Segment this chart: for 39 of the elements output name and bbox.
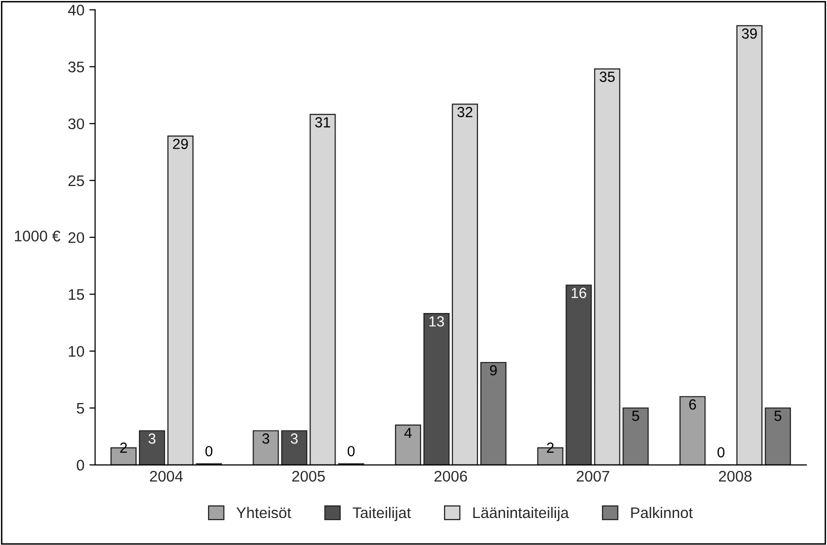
data-label: 0: [205, 446, 212, 456]
legend-label: Palkinnot: [631, 506, 693, 518]
data-label: 39: [742, 28, 757, 39]
data-label: 3: [290, 433, 298, 444]
data-label: 0: [348, 446, 355, 456]
data-label: 29: [173, 138, 188, 150]
x-tick-label: 2008: [718, 470, 752, 482]
y-tick-label: 30: [68, 118, 84, 130]
data-label: 16: [572, 288, 586, 298]
data-label: 4: [404, 428, 412, 438]
y-tick-label: 5: [76, 403, 84, 414]
legend-label: Yhteisöt: [236, 506, 292, 518]
x-tick-label: 2004: [150, 470, 183, 482]
data-label: 3: [262, 433, 270, 444]
data-label: 5: [632, 410, 640, 421]
data-label: 9: [490, 365, 497, 376]
legend-label: Läänintaiteilija: [473, 506, 569, 522]
x-tick-label: 2007: [576, 470, 610, 482]
x-tick-label: 2006: [434, 470, 468, 482]
data-label: 5: [774, 410, 782, 421]
y-axis-title: 1000 €: [14, 230, 60, 242]
data-label: 13: [429, 316, 444, 327]
y-tick-label: 20: [68, 232, 84, 244]
data-label: 3: [148, 433, 156, 444]
data-label: 6: [689, 399, 696, 410]
data-label: 0: [717, 447, 724, 458]
y-tick-label: 0: [76, 460, 84, 471]
y-tick-label: 35: [68, 62, 84, 72]
data-label: 2: [120, 442, 127, 453]
y-tick-label: 10: [68, 346, 84, 357]
legend-label: Taiteilijat: [352, 506, 411, 522]
data-label: 31: [315, 117, 330, 128]
data-label: 2: [546, 442, 554, 453]
y-tick-label: 40: [68, 4, 84, 16]
y-tick-label: 25: [68, 175, 84, 186]
x-tick-label: 2005: [292, 470, 325, 482]
data-label: 35: [600, 72, 615, 82]
data-label: 32: [457, 106, 472, 118]
y-tick-label: 15: [68, 289, 84, 300]
